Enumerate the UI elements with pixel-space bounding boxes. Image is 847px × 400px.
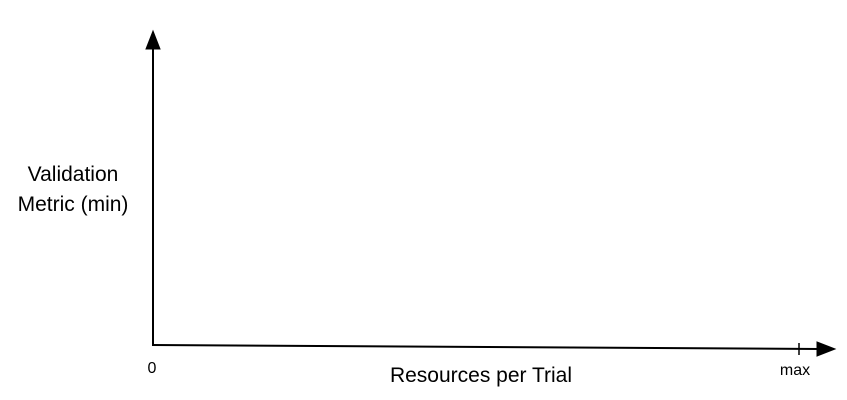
y-axis-arrow [145,29,161,50]
x-tick-label-max: max [780,362,810,379]
x-axis-arrow [816,341,837,357]
y-axis-title-line-2: Metric (min) [18,193,129,216]
x-axis-line [151,344,821,350]
x-axis-title: Resources per Trial [390,364,572,387]
x-tick-label-0: 0 [148,360,157,377]
y-axis-title-line-1: Validation [28,163,119,186]
